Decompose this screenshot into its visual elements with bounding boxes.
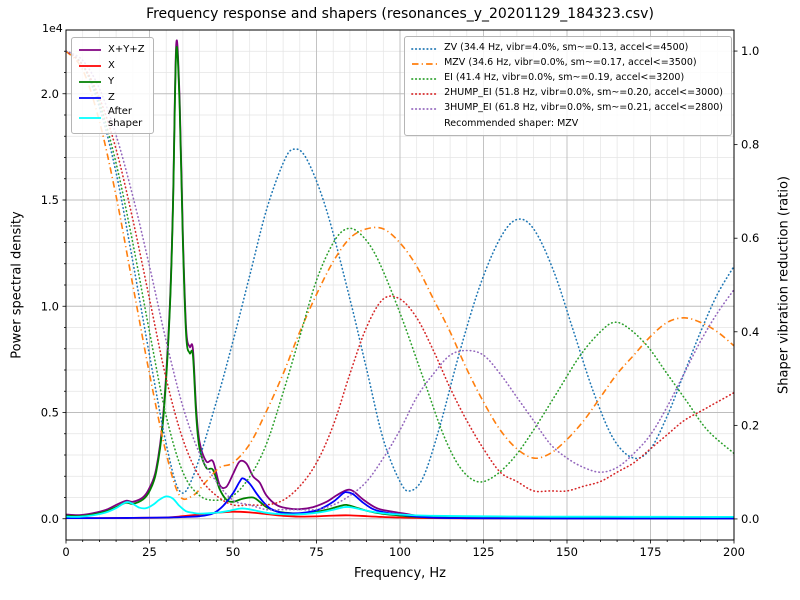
legend-line-sample (411, 47, 438, 50)
legend-label: 3HUMP_EI (61.8 Hz, vibr=0.0%, sm~=0.21, … (444, 102, 723, 114)
y-right-tick-label: 1.0 (741, 44, 759, 58)
legend-line-sample (412, 62, 438, 65)
legend-label: EI (41.4 Hz, vibr=0.0%, sm~=0.19, accel<… (444, 72, 685, 84)
legend-item: After shaper (78, 106, 145, 129)
legend-label: After shaper (108, 106, 143, 129)
legend-item: 3HUMP_EI (61.8 Hz, vibr=0.0%, sm~=0.21, … (411, 101, 723, 116)
series-2hump_ei (66, 50, 734, 507)
x-tick-label: 100 (389, 545, 411, 559)
shaper-curves (66, 50, 734, 511)
x-tick-label: 50 (226, 545, 241, 559)
y-right-tick-label: 0.2 (741, 418, 759, 432)
x-tick-label: 75 (309, 545, 324, 559)
legend-line-sample (411, 107, 438, 110)
legend-line-sample (411, 92, 438, 95)
legend-item: MZV (34.6 Hz, vibr=0.0%, sm~=0.17, accel… (411, 56, 723, 71)
legend-label: MZV (34.6 Hz, vibr=0.0%, sm~=0.17, accel… (444, 57, 697, 69)
legend-psd: X+Y+Z X Y Z After shaper (71, 37, 154, 134)
legend-label: Y (108, 76, 115, 88)
y-left-tick-label: 1.5 (41, 193, 59, 207)
legend-line-sample (79, 97, 101, 99)
x-tick-label: 125 (473, 545, 495, 559)
legend-label: 2HUMP_EI (51.8 Hz, vibr=0.0%, sm~=0.20, … (444, 87, 723, 99)
axes-ticks (62, 50, 738, 544)
series-mzv (66, 50, 734, 501)
x-tick-label: 175 (640, 545, 662, 559)
legend-item: 2HUMP_EI (51.8 Hz, vibr=0.0%, sm~=0.20, … (411, 86, 723, 101)
chart-title: Frequency response and shapers (resonanc… (146, 6, 654, 22)
series-after-shaper (66, 495, 734, 518)
legend-label: X+Y+Z (108, 44, 145, 56)
psd-curves (66, 39, 734, 520)
x-tick-label: 200 (723, 545, 745, 559)
x-tick-label: 150 (556, 545, 578, 559)
legend-line-sample (79, 65, 101, 67)
legend-item: Z (78, 90, 145, 106)
legend-item: X (78, 58, 145, 74)
legend-line-sample (79, 81, 101, 83)
x-axis-label: Frequency, Hz (353, 566, 447, 581)
y-axis-offset-text: 1e4 (42, 22, 63, 35)
legend-item: EI (41.4 Hz, vibr=0.0%, sm~=0.19, accel<… (411, 71, 723, 86)
series-3hump_ei (66, 50, 734, 511)
legend-label: X (108, 60, 115, 72)
legend-item: Y (78, 74, 145, 90)
y-left-tick-label: 0.5 (41, 406, 59, 420)
x-tick-label: 25 (142, 545, 157, 559)
series-z (66, 477, 734, 520)
legend-item: ZV (34.4 Hz, vibr=4.0%, sm~=0.13, accel<… (411, 41, 723, 56)
legend-label: Z (108, 92, 115, 104)
legend-label: ZV (34.4 Hz, vibr=4.0%, sm~=0.13, accel<… (444, 42, 689, 54)
axes-tick-labels: 0 25 50 75 100 125 150 175 200 0.0 0.5 1.0 1.5 2.0 0.0… (41, 44, 760, 559)
y-right-tick-label: 0.4 (741, 325, 759, 339)
y-left-tick-label: 2.0 (41, 87, 59, 101)
x-tick-label: 0 (62, 545, 69, 559)
series-zv (66, 50, 734, 494)
legend-line-sample (79, 116, 101, 119)
legend-note: Recommended shaper: MZV (444, 118, 579, 129)
legend-line-sample (79, 49, 101, 51)
legend-line-sample (411, 77, 438, 80)
legend-item: X+Y+Z (78, 42, 145, 58)
legend-shapers: ZV (34.4 Hz, vibr=4.0%, sm~=0.13, accel<… (404, 36, 732, 136)
y-left-tick-label: 1.0 (41, 299, 59, 313)
y-left-tick-label: 0.0 (41, 512, 59, 526)
y-right-tick-label: 0.0 (741, 512, 759, 526)
y-right-tick-label: 0.8 (741, 138, 759, 152)
y-right-tick-label: 0.6 (741, 231, 759, 245)
